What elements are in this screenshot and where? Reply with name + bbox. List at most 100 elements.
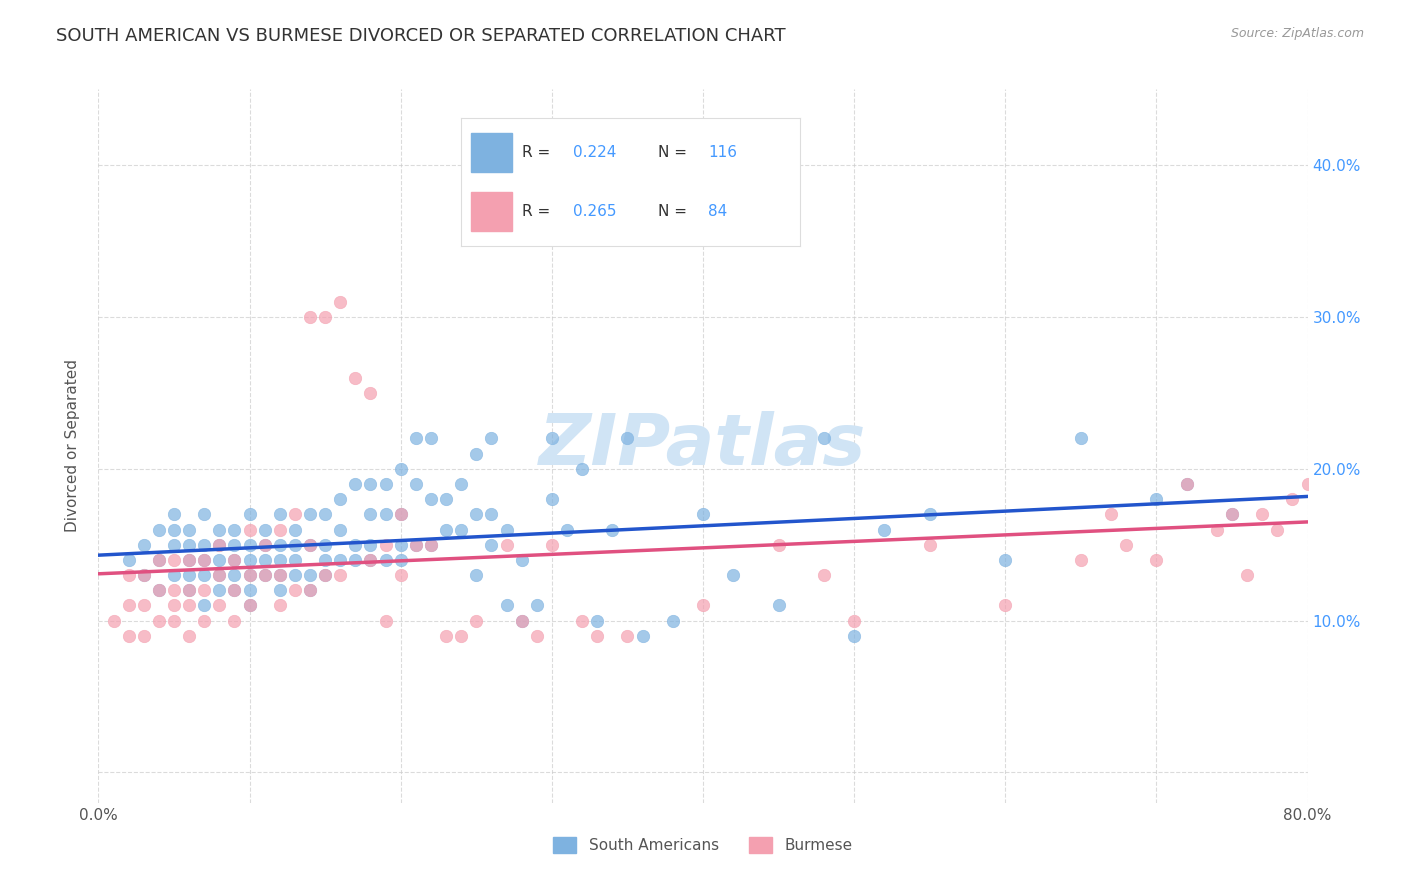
Point	[103, 614, 125, 628]
Point	[1251, 508, 1274, 522]
Point	[208, 568, 231, 582]
Point	[616, 629, 638, 643]
Point	[148, 583, 170, 598]
Point	[179, 538, 201, 552]
Point	[299, 538, 322, 552]
Point	[224, 583, 246, 598]
Y-axis label: Divorced or Separated: Divorced or Separated	[65, 359, 80, 533]
Point	[631, 629, 654, 643]
Point	[540, 538, 562, 552]
Point	[434, 523, 457, 537]
Point	[586, 614, 609, 628]
Point	[768, 599, 790, 613]
Point	[374, 553, 396, 567]
Point	[510, 614, 533, 628]
Point	[163, 538, 186, 552]
Point	[208, 568, 231, 582]
Point	[1175, 477, 1198, 491]
Point	[844, 614, 866, 628]
Point	[163, 614, 186, 628]
Point	[239, 538, 262, 552]
Point	[224, 553, 246, 567]
Point	[329, 568, 352, 582]
Point	[299, 310, 322, 324]
Point	[314, 508, 336, 522]
Point	[450, 477, 472, 491]
Point	[132, 538, 155, 552]
Point	[163, 599, 186, 613]
Point	[420, 492, 443, 507]
Point	[481, 508, 503, 522]
Point	[344, 477, 367, 491]
Point	[768, 538, 790, 552]
Point	[1327, 508, 1350, 522]
Point	[208, 599, 231, 613]
Point	[434, 492, 457, 507]
Point	[118, 568, 141, 582]
Point	[224, 583, 246, 598]
Point	[193, 553, 215, 567]
Point	[389, 508, 412, 522]
Point	[1099, 508, 1122, 522]
Point	[193, 614, 215, 628]
Point	[360, 508, 382, 522]
Point	[692, 599, 714, 613]
Point	[269, 523, 291, 537]
Point	[329, 553, 352, 567]
Point	[253, 538, 276, 552]
Point	[314, 538, 336, 552]
Point	[314, 568, 336, 582]
Point	[389, 538, 412, 552]
Point	[224, 553, 246, 567]
Point	[434, 629, 457, 643]
Point	[148, 553, 170, 567]
Point	[253, 538, 276, 552]
Point	[994, 599, 1017, 613]
Point	[314, 553, 336, 567]
Point	[179, 629, 201, 643]
Point	[450, 523, 472, 537]
Point	[405, 538, 427, 552]
Point	[360, 538, 382, 552]
Point	[179, 523, 201, 537]
Point	[1220, 508, 1243, 522]
Point	[163, 523, 186, 537]
Point	[179, 553, 201, 567]
Point	[1206, 523, 1229, 537]
Point	[239, 568, 262, 582]
Point	[148, 523, 170, 537]
Point	[360, 385, 382, 400]
Point	[495, 538, 517, 552]
Point	[193, 508, 215, 522]
Point	[284, 553, 307, 567]
Point	[179, 599, 201, 613]
Point	[1281, 492, 1303, 507]
Point	[118, 629, 141, 643]
Point	[314, 310, 336, 324]
Point	[253, 568, 276, 582]
Point	[269, 583, 291, 598]
Point	[481, 431, 503, 445]
Point	[284, 538, 307, 552]
Point	[193, 568, 215, 582]
Point	[269, 599, 291, 613]
Point	[1070, 431, 1092, 445]
Point	[224, 614, 246, 628]
Point	[148, 583, 170, 598]
Point	[163, 553, 186, 567]
Point	[269, 508, 291, 522]
Point	[299, 508, 322, 522]
Point	[314, 568, 336, 582]
Point	[269, 568, 291, 582]
Point	[344, 553, 367, 567]
Point	[239, 508, 262, 522]
Point	[179, 568, 201, 582]
Point	[163, 568, 186, 582]
Point	[1144, 492, 1167, 507]
Point	[132, 568, 155, 582]
Point	[224, 568, 246, 582]
Point	[239, 583, 262, 598]
Point	[495, 523, 517, 537]
Point	[616, 431, 638, 445]
Point	[465, 568, 488, 582]
